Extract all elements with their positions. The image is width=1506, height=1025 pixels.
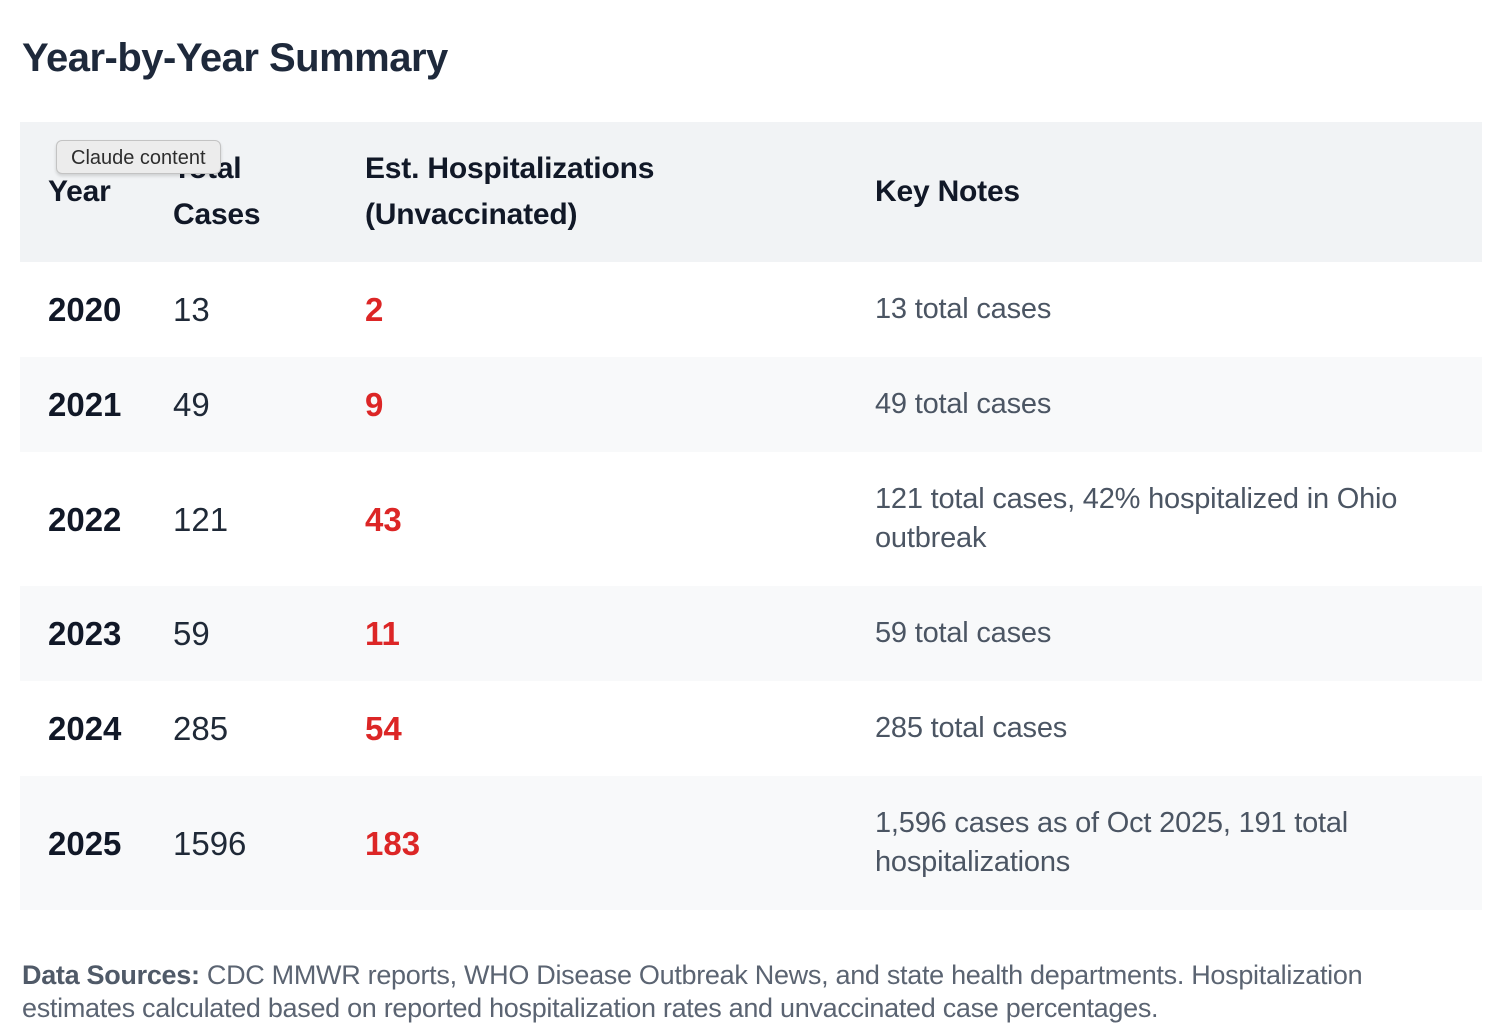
hospitalizations-cell: 54: [365, 710, 402, 747]
table-row: 2024 285 54 285 total cases: [20, 681, 1482, 776]
data-sources-text: CDC MMWR reports, WHO Disease Outbreak N…: [22, 960, 1363, 1023]
cases-cell: 49: [145, 357, 337, 452]
cases-cell: 1596: [145, 776, 337, 910]
hover-tooltip-text: Claude content: [71, 147, 206, 169]
key-notes-cell: 121 total cases, 42% hospitalized in Ohi…: [875, 483, 1398, 554]
table-header-row: Year Total Cases Est. Hospitalizations (…: [20, 122, 1482, 262]
table-row: 2020 13 2 13 total cases: [20, 262, 1482, 357]
year-cell: 2021: [20, 357, 145, 452]
page-title: Year-by-Year Summary: [22, 36, 448, 80]
key-notes-cell: 13 total cases: [875, 293, 1052, 325]
hospitalizations-cell: 9: [337, 357, 847, 452]
cases-cell: 59: [145, 586, 337, 681]
cases-cell: 285: [173, 710, 229, 747]
hover-tooltip: Claude content: [56, 140, 221, 174]
cases-cell: 121: [173, 500, 229, 538]
data-sources-note: Data Sources: CDC MMWR reports, WHO Dise…: [22, 959, 1462, 1025]
cases-cell: 13: [173, 291, 210, 328]
hospitalizations-cell: 11: [337, 586, 847, 681]
key-notes-cell: 49 total cases: [847, 357, 1482, 452]
year-cell: 2023: [20, 586, 145, 681]
summary-table-container: Year Total Cases Est. Hospitalizations (…: [20, 122, 1482, 910]
key-notes-cell: 285 total cases: [875, 712, 1068, 744]
key-notes-cell: 59 total cases: [847, 586, 1482, 681]
table-row: 2023 59 11 59 total cases: [20, 586, 1482, 681]
data-sources-label: Data Sources:: [22, 960, 200, 990]
hospitalizations-cell: 43: [365, 500, 402, 538]
year-cell: 2022: [48, 500, 122, 538]
hospitalizations-cell: 2: [365, 291, 384, 328]
year-cell: 2024: [48, 710, 122, 747]
key-notes-cell: 1,596 cases as of Oct 2025, 191 total ho…: [847, 776, 1482, 910]
column-header-est-hospitalizations: Est. Hospitalizations (Unvaccinated): [337, 122, 847, 262]
year-cell: 2025: [20, 776, 145, 910]
table-row: 2025 1596 183 1,596 cases as of Oct 2025, 1…: [20, 776, 1482, 910]
year-summary-table: Year Total Cases Est. Hospitalizations (…: [20, 122, 1482, 910]
table-row: 2021 49 9 49 total cases: [20, 357, 1482, 452]
table-row: 2022 121 43 121 total cases, 42% hospitaliz…: [20, 452, 1482, 586]
hospitalizations-cell: 183: [337, 776, 847, 910]
year-cell: 2020: [48, 291, 122, 328]
column-header-key-notes: Key Notes: [847, 122, 1482, 262]
